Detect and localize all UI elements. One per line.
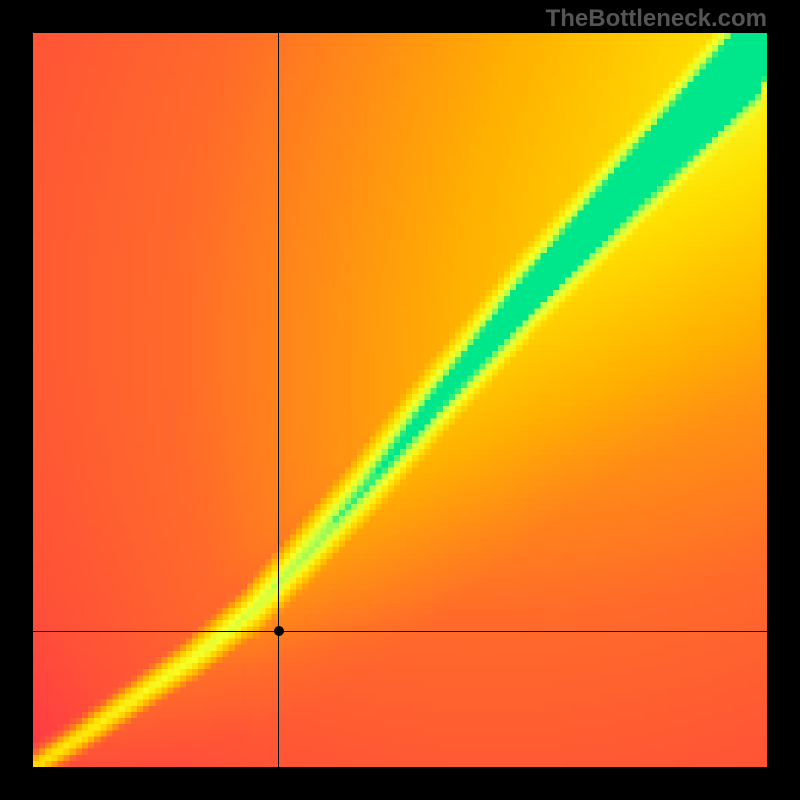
chart-container: TheBottleneck.com [0, 0, 800, 800]
bottleneck-heatmap [33, 33, 767, 767]
crosshair-vertical [278, 33, 279, 767]
watermark-text: TheBottleneck.com [546, 5, 767, 33]
crosshair-horizontal [33, 631, 767, 632]
